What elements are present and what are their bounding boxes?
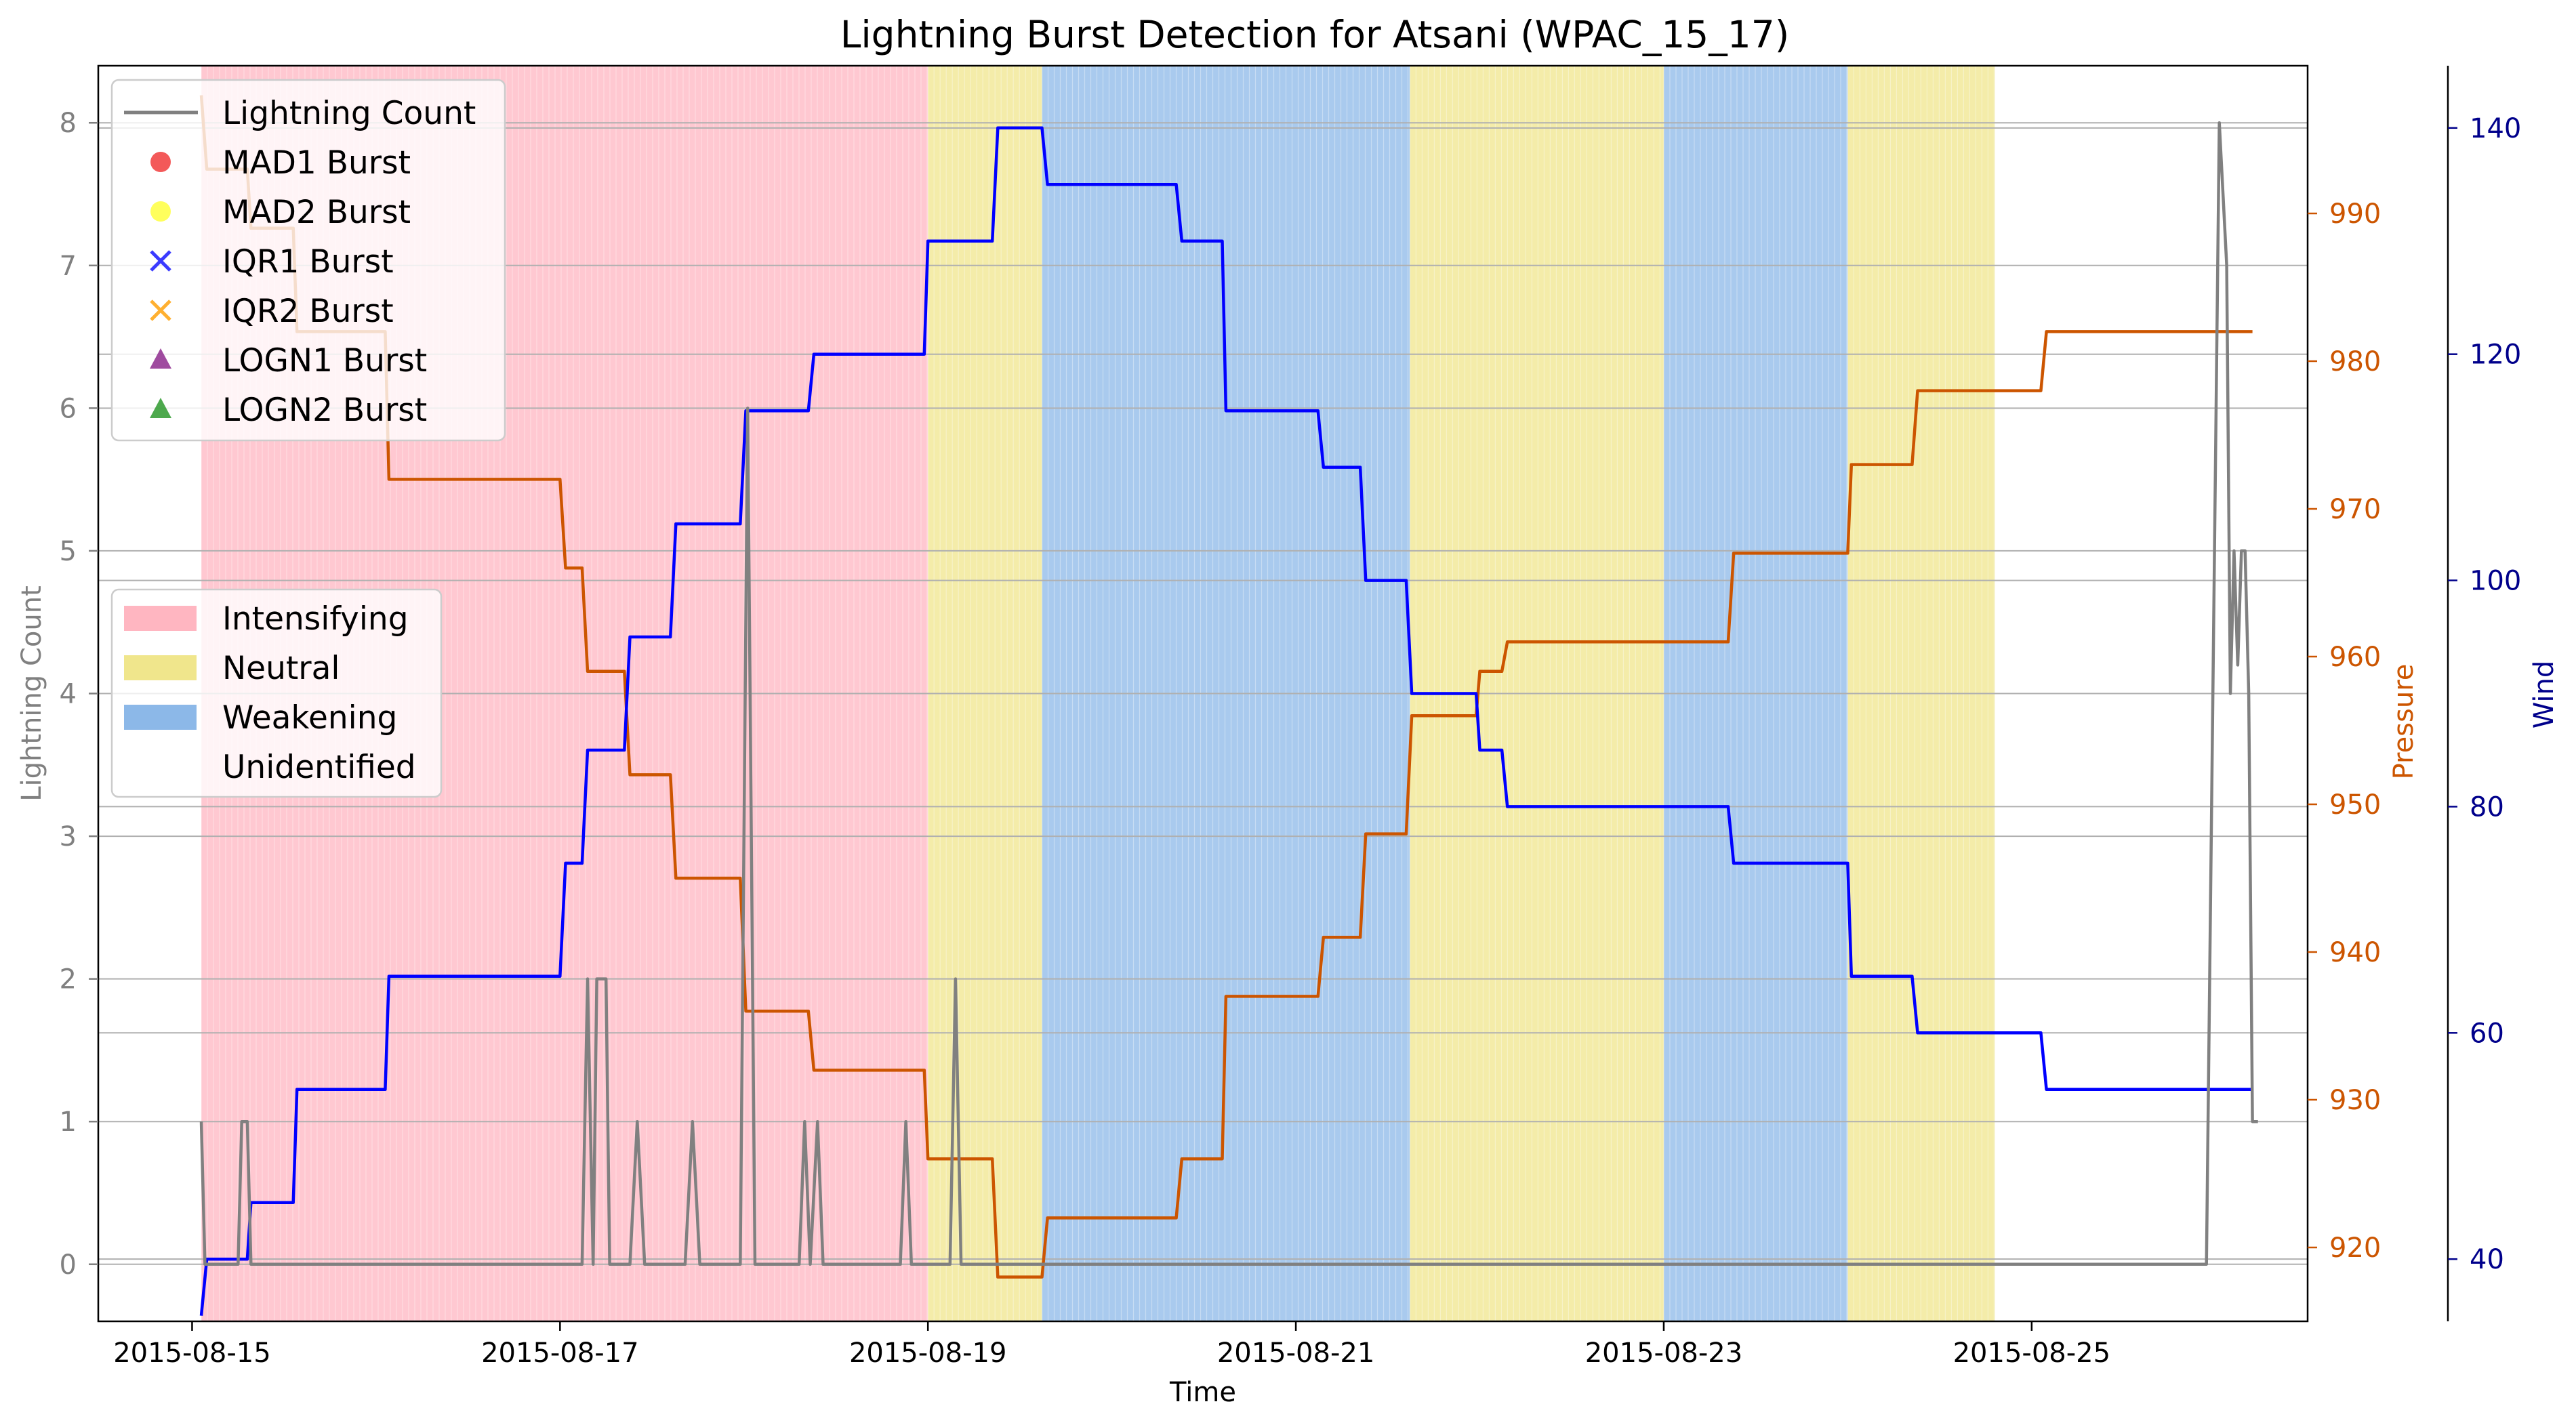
y-tick-label-wind: 40 [2470, 1244, 2504, 1275]
legend-circle-marker [150, 152, 171, 172]
y-tick-label-lightning: 5 [60, 536, 77, 567]
x-tick-label: 2015-08-15 [113, 1338, 270, 1369]
legend-label: Intensifying [222, 600, 409, 638]
legend-label: MAD1 Burst [222, 144, 411, 182]
legend-phases: Intensifying Neutral Weakening Unidentified [110, 588, 443, 798]
legend-phase-swatch [124, 754, 197, 779]
axes: 2015-08-15 2015-08-17 2015-08-19 2015-08-21… [60, 66, 2521, 1369]
y-tick-label-lightning: 7 [60, 251, 77, 282]
y-tick-label-lightning: 2 [60, 964, 77, 995]
x-tick-label: 2015-08-23 [1585, 1338, 1742, 1369]
y-tick-label-wind: 60 [2470, 1018, 2504, 1049]
legend-label: Lightning Count [222, 95, 476, 132]
legend-label: Neutral [222, 650, 340, 687]
y-tick-label-pressure: 920 [2329, 1233, 2381, 1264]
legend-phase-swatch [124, 606, 197, 631]
x-tick-label: 2015-08-21 [1217, 1338, 1374, 1369]
legend-triangle-marker [150, 348, 171, 369]
legend-label: IQR1 Burst [222, 243, 394, 281]
legend-label: Unidentified [222, 749, 416, 786]
y-tick-label-pressure: 930 [2329, 1085, 2381, 1116]
series-line-lightning-count [199, 121, 2258, 1266]
y-tick-label-lightning: 4 [60, 679, 77, 710]
y-tick-label-pressure: 990 [2329, 199, 2381, 230]
y-tick-label-lightning: 0 [60, 1250, 77, 1281]
x-axis-label: Time [1169, 1377, 1236, 1408]
legend-triangle-marker [150, 398, 171, 418]
legend-label: LOGN1 Burst [222, 342, 427, 379]
y-tick-label-pressure: 950 [2329, 789, 2381, 821]
y-tick-label-lightning: 1 [60, 1107, 77, 1138]
x-tick-label: 2015-08-25 [1953, 1338, 2110, 1369]
y-tick-label-lightning: 8 [60, 108, 77, 139]
x-tick-label: 2015-08-17 [481, 1338, 638, 1369]
legend-label: Weakening [222, 699, 397, 737]
series-line-pressure [199, 95, 2253, 1279]
y-axis-label-wind: Wind [2529, 661, 2560, 729]
legend-markers: Lightning Count MAD1 Burst MAD2 Burst IQR1 … [110, 79, 506, 442]
series-lines [199, 95, 2258, 1316]
legend-phase-swatch [124, 655, 197, 680]
legend-x-marker [150, 250, 171, 272]
y-tick-label-pressure: 960 [2329, 642, 2381, 673]
y-axis-label-pressure: Pressure [2388, 664, 2419, 780]
legend-phase-swatch [124, 705, 197, 730]
y-tick-label-pressure: 940 [2329, 937, 2381, 968]
y-tick-label-wind: 120 [2470, 339, 2521, 371]
x-tick-label: 2015-08-19 [849, 1338, 1006, 1369]
legend-circle-marker [150, 201, 171, 222]
legend-x-marker [150, 300, 171, 321]
legend-box-phases [110, 588, 443, 798]
y-tick-label-wind: 80 [2470, 791, 2504, 823]
y-tick-label-lightning: 3 [60, 821, 77, 852]
y-tick-label-pressure: 970 [2329, 494, 2381, 525]
legend-label: LOGN2 Burst [222, 392, 427, 429]
y-axis-label-lightning: Lightning Count [16, 585, 47, 802]
y-tick-label-wind: 140 [2470, 113, 2521, 144]
y-tick-label-wind: 100 [2470, 566, 2521, 597]
series-line-wind [199, 126, 2253, 1316]
legend-label: IQR2 Burst [222, 293, 394, 330]
y-tick-label-lightning: 6 [60, 393, 77, 424]
legend-box-markers [110, 79, 506, 442]
chart-title: Lightning Burst Detection for Atsani (WP… [840, 13, 1790, 56]
y-tick-label-pressure: 980 [2329, 346, 2381, 377]
legend-label: MAD2 Burst [222, 194, 411, 231]
